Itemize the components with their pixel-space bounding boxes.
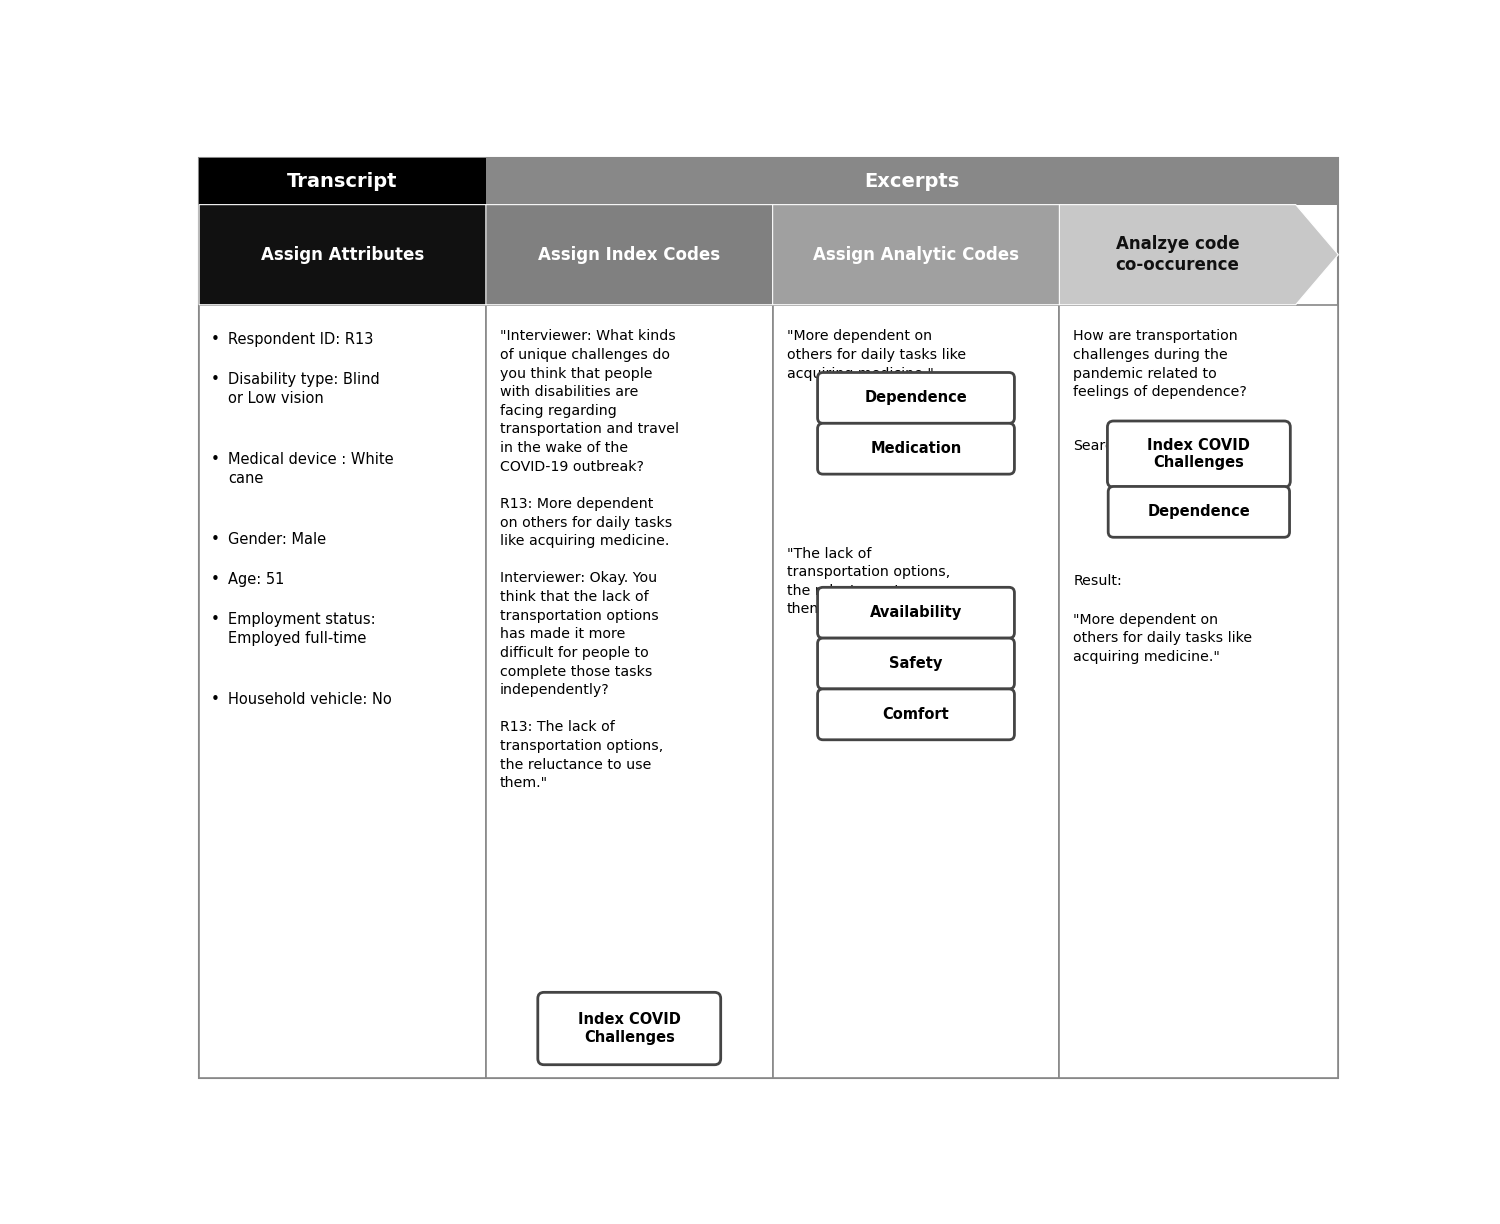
Bar — [772, 305, 1059, 1078]
Bar — [1059, 305, 1338, 1078]
Text: •: • — [210, 332, 219, 346]
Bar — [486, 158, 1338, 204]
Text: Assign Index Codes: Assign Index Codes — [538, 246, 720, 263]
Text: Excerpts: Excerpts — [864, 173, 960, 191]
Text: Index COVID
Challenges: Index COVID Challenges — [578, 1012, 681, 1045]
Text: •: • — [210, 452, 219, 466]
Polygon shape — [1059, 204, 1338, 305]
Text: •: • — [210, 692, 219, 707]
Text: Respondent ID: R13: Respondent ID: R13 — [228, 332, 374, 346]
Bar — [200, 305, 486, 1078]
Text: Medication: Medication — [870, 441, 962, 457]
Text: Dependence: Dependence — [1148, 504, 1251, 519]
Text: Comfort: Comfort — [882, 707, 950, 722]
Text: •: • — [210, 372, 219, 387]
Text: Result:: Result: — [1074, 574, 1122, 589]
FancyBboxPatch shape — [818, 689, 1014, 739]
FancyBboxPatch shape — [818, 588, 1014, 638]
Text: Disability type: Blind
or Low vision: Disability type: Blind or Low vision — [228, 372, 380, 406]
Text: How are transportation
challenges during the
pandemic related to
feelings of dep: How are transportation challenges during… — [1074, 329, 1246, 399]
Text: "Interviewer: What kinds
of unique challenges do
you think that people
with disa: "Interviewer: What kinds of unique chall… — [500, 329, 680, 791]
Text: Medical device : White
cane: Medical device : White cane — [228, 452, 393, 486]
Text: Analzye code
co-occurence: Analzye code co-occurence — [1116, 235, 1239, 274]
Text: Employment status:
Employed full-time: Employment status: Employed full-time — [228, 612, 375, 646]
Text: •: • — [210, 572, 219, 588]
FancyBboxPatch shape — [818, 372, 1014, 424]
Text: Gender: Male: Gender: Male — [228, 532, 326, 547]
FancyBboxPatch shape — [818, 424, 1014, 474]
Text: Assign Attributes: Assign Attributes — [261, 246, 424, 263]
Text: "More dependent on
others for daily tasks like
acquiring medicine.": "More dependent on others for daily task… — [786, 329, 966, 381]
Bar — [486, 305, 772, 1078]
FancyBboxPatch shape — [1108, 486, 1290, 537]
Text: Dependence: Dependence — [864, 390, 968, 405]
Text: Index COVID
Challenges: Index COVID Challenges — [1148, 438, 1251, 470]
FancyBboxPatch shape — [818, 638, 1014, 689]
Bar — [200, 158, 486, 204]
Text: Assign Analytic Codes: Assign Analytic Codes — [813, 246, 1018, 263]
Text: •: • — [210, 612, 219, 627]
FancyBboxPatch shape — [538, 993, 720, 1065]
Polygon shape — [772, 204, 1102, 305]
Text: Safety: Safety — [890, 656, 942, 671]
Text: "More dependent on
others for daily tasks like
acquiring medicine.": "More dependent on others for daily task… — [1074, 613, 1252, 663]
Text: "The lack of
transportation options,
the reluctance to use
them.": "The lack of transportation options, the… — [786, 546, 950, 617]
Polygon shape — [486, 204, 816, 305]
FancyBboxPatch shape — [1107, 421, 1290, 487]
Text: Transcript: Transcript — [288, 173, 398, 191]
Polygon shape — [200, 204, 528, 305]
Text: Availability: Availability — [870, 605, 962, 621]
FancyBboxPatch shape — [200, 158, 1338, 1078]
Text: Household vehicle: No: Household vehicle: No — [228, 692, 392, 707]
Text: •: • — [210, 532, 219, 547]
Text: Age: 51: Age: 51 — [228, 572, 284, 588]
Text: Search:: Search: — [1074, 438, 1126, 453]
